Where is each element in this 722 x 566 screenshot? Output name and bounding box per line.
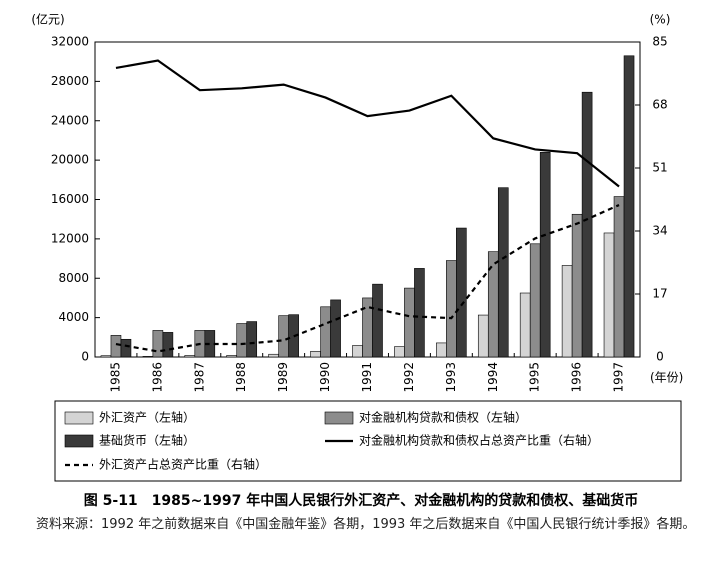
bar [236, 323, 248, 358]
y-tick-label: 12000 [51, 231, 89, 245]
bar [497, 187, 509, 358]
y2-tick-label: 85 [652, 35, 667, 49]
x-tick-label: 1989 [276, 362, 290, 393]
bar [603, 232, 615, 358]
y-tick-label: 16000 [51, 192, 89, 206]
x-tick-label: 1997 [612, 362, 626, 393]
y-tick-label: 32000 [51, 35, 89, 49]
line [115, 204, 620, 353]
legend-box [54, 400, 682, 482]
y-tick-label: 4000 [58, 310, 89, 324]
x-tick-label: 1990 [318, 362, 332, 393]
legend-swatch [64, 434, 94, 448]
bar [310, 350, 321, 358]
y-tick-label: 0 [81, 350, 89, 364]
y2-tick-label: 51 [652, 161, 667, 175]
bar [246, 321, 258, 358]
x-unit: (年份) [650, 371, 683, 385]
bar [571, 213, 583, 358]
legend-label: 对金融机构贷款和债权（左轴） [359, 410, 527, 425]
bar [278, 315, 289, 358]
y2-tick-label: 68 [652, 98, 667, 112]
bar [623, 55, 635, 358]
bar [352, 345, 363, 358]
source-note: 资料来源：1992 年之前数据来自《中国金融年鉴》各期，1993 年之后数据来自… [36, 517, 696, 532]
bar [120, 338, 132, 358]
x-tick-label: 1988 [234, 362, 248, 393]
x-tick-label: 1994 [486, 362, 500, 393]
bar [100, 355, 112, 358]
bar [519, 292, 531, 358]
x-tick-label: 1992 [402, 362, 416, 393]
legend-label: 外汇资产（左轴） [99, 410, 195, 425]
y-tick-label: 28000 [51, 74, 89, 88]
bar [330, 299, 341, 358]
bar [142, 356, 154, 358]
bar [477, 314, 489, 358]
bar [436, 342, 447, 358]
bar [561, 265, 573, 358]
y2-unit: (%) [650, 13, 671, 27]
y-tick-label: 8000 [58, 271, 89, 285]
x-tick-label: 1986 [150, 362, 164, 393]
bar [372, 283, 383, 358]
bar [581, 91, 593, 358]
bar [110, 335, 122, 358]
legend-swatch [324, 411, 354, 425]
bar [446, 260, 457, 358]
y-tick-label: 20000 [51, 153, 89, 167]
chart: (亿元) (%) (年份) 0 4000 8000 12000 16000 20000 24… [31, 12, 683, 482]
caption: 图 5-11 1985~1997 年中国人民银行外汇资产、对金融机构的贷款和债权… [83, 493, 639, 509]
y-unit: (亿元) [31, 12, 64, 27]
bar [414, 268, 425, 358]
y2-tick-label: 34 [652, 224, 667, 238]
bar [320, 306, 331, 358]
bar [162, 332, 174, 358]
x-tick-label: 1995 [528, 362, 542, 393]
bar [456, 227, 467, 358]
legend-label: 对金融机构贷款和债权占总资产比重（右轴） [359, 433, 599, 448]
x-tick-label: 1996 [570, 362, 584, 393]
y2-tick-label: 17 [652, 287, 667, 301]
line [115, 59, 620, 188]
x-tick-label: 1985 [108, 362, 122, 393]
bar [613, 196, 625, 358]
bar [404, 287, 415, 358]
x-tick-label: 1991 [360, 362, 374, 393]
legend-label: 基础货币（左轴） [99, 433, 195, 448]
bar [152, 330, 164, 358]
legend-label: 外汇资产占总资产比重（右轴） [99, 457, 267, 472]
bar [184, 355, 196, 358]
bar [529, 243, 541, 358]
bar [268, 353, 279, 358]
x-tick-label: 1987 [192, 362, 206, 393]
bar [394, 346, 405, 358]
y2-tick-label: 0 [656, 350, 664, 364]
x-tick-label: 1993 [444, 362, 458, 393]
legend-swatch [64, 411, 94, 425]
y-tick-label: 24000 [51, 113, 89, 127]
bar [539, 151, 551, 358]
bar [226, 355, 238, 358]
